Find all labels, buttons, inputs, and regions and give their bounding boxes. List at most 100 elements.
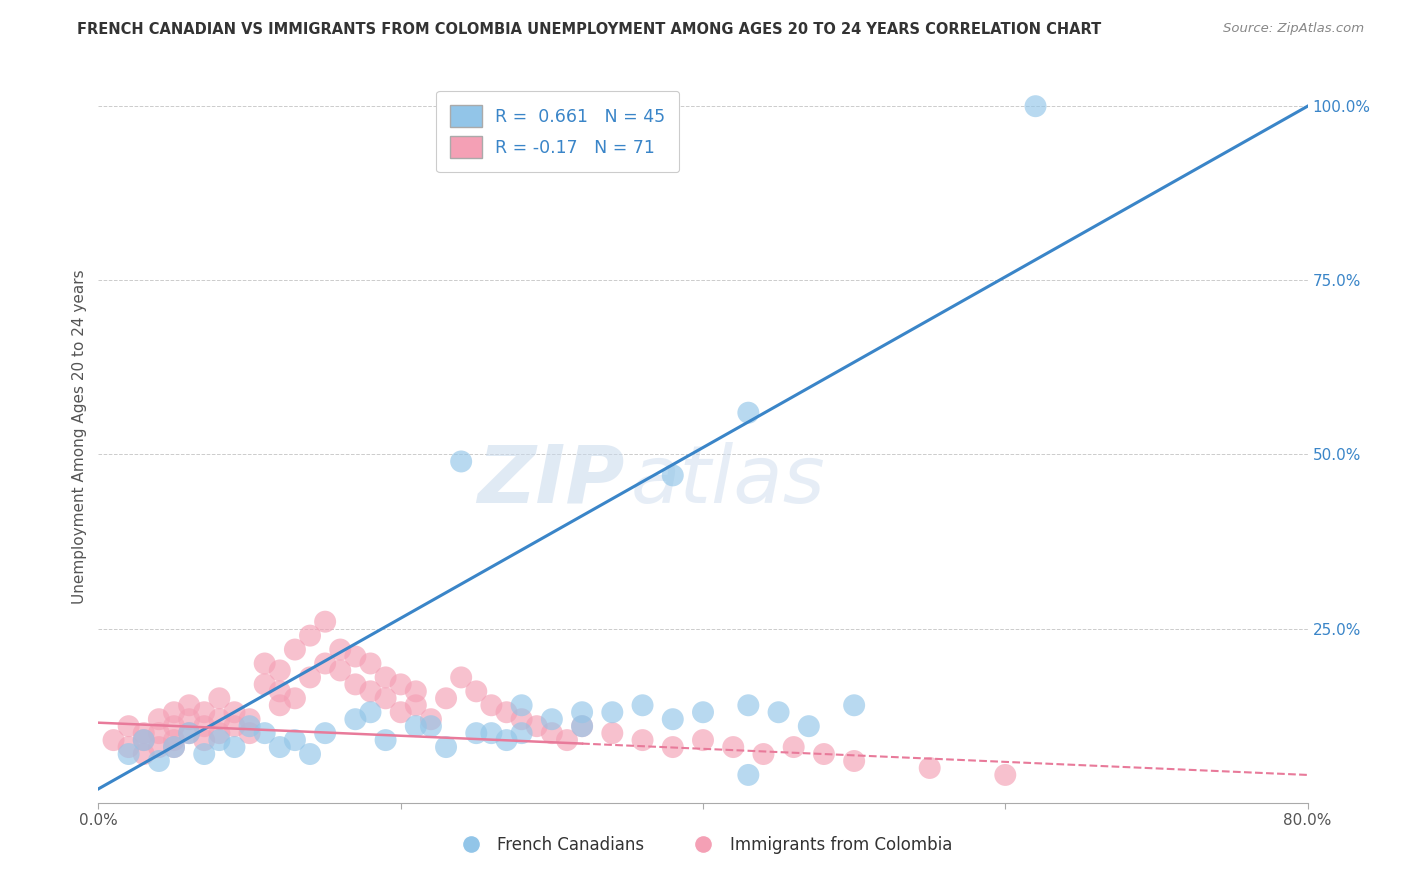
Point — [344, 712, 367, 726]
Point — [434, 740, 457, 755]
Text: ZIP: ZIP — [477, 442, 624, 520]
Point — [193, 733, 215, 747]
Point — [299, 670, 322, 684]
Point — [540, 712, 562, 726]
Point — [132, 733, 155, 747]
Point — [374, 670, 396, 684]
Point — [602, 726, 624, 740]
Point — [360, 684, 382, 698]
Text: atlas: atlas — [630, 442, 825, 520]
Point — [737, 406, 759, 420]
Point — [253, 677, 276, 691]
Point — [118, 719, 141, 733]
Point — [239, 726, 262, 740]
Point — [314, 657, 336, 671]
Point — [360, 705, 382, 719]
Point — [465, 726, 488, 740]
Point — [239, 712, 262, 726]
Point — [284, 642, 307, 657]
Point — [571, 705, 593, 719]
Point — [723, 740, 745, 755]
Point — [661, 468, 683, 483]
Point — [118, 740, 141, 755]
Point — [299, 629, 322, 643]
Point — [314, 615, 336, 629]
Point — [450, 454, 472, 468]
Point — [994, 768, 1017, 782]
Point — [389, 677, 412, 691]
Point — [918, 761, 941, 775]
Point — [495, 705, 517, 719]
Point — [602, 705, 624, 719]
Point — [540, 726, 562, 740]
Point — [510, 726, 533, 740]
Point — [163, 733, 186, 747]
Point — [163, 740, 186, 755]
Point — [481, 698, 503, 713]
Point — [844, 754, 866, 768]
Point — [737, 698, 759, 713]
Point — [163, 740, 186, 755]
Point — [465, 684, 488, 698]
Y-axis label: Unemployment Among Ages 20 to 24 years: Unemployment Among Ages 20 to 24 years — [72, 269, 87, 605]
Point — [420, 719, 443, 733]
Point — [510, 712, 533, 726]
Point — [269, 684, 291, 698]
Point — [224, 705, 246, 719]
Point — [344, 677, 367, 691]
Point — [118, 747, 141, 761]
Point — [526, 719, 548, 733]
Point — [179, 698, 201, 713]
Point — [405, 719, 427, 733]
Point — [631, 733, 654, 747]
Point — [783, 740, 806, 755]
Point — [314, 726, 336, 740]
Point — [329, 642, 352, 657]
Point — [374, 691, 396, 706]
Point — [269, 698, 291, 713]
Point — [103, 733, 125, 747]
Point — [405, 698, 427, 713]
Point — [813, 747, 835, 761]
Point — [253, 657, 276, 671]
Point — [434, 691, 457, 706]
Point — [510, 698, 533, 713]
Point — [132, 747, 155, 761]
Point — [253, 726, 276, 740]
Point — [239, 719, 262, 733]
Point — [737, 768, 759, 782]
Text: Source: ZipAtlas.com: Source: ZipAtlas.com — [1223, 22, 1364, 36]
Point — [148, 754, 170, 768]
Point — [768, 705, 790, 719]
Legend: French Canadians, Immigrants from Colombia: French Canadians, Immigrants from Colomb… — [447, 829, 959, 860]
Point — [148, 740, 170, 755]
Point — [374, 733, 396, 747]
Point — [844, 698, 866, 713]
Point — [752, 747, 775, 761]
Point — [193, 719, 215, 733]
Point — [389, 705, 412, 719]
Point — [163, 719, 186, 733]
Point — [208, 733, 231, 747]
Point — [329, 664, 352, 678]
Point — [179, 726, 201, 740]
Point — [193, 705, 215, 719]
Point — [179, 726, 201, 740]
Point — [132, 733, 155, 747]
Point — [420, 712, 443, 726]
Point — [208, 726, 231, 740]
Point — [555, 733, 578, 747]
Point — [193, 747, 215, 761]
Point — [450, 670, 472, 684]
Point — [179, 712, 201, 726]
Text: FRENCH CANADIAN VS IMMIGRANTS FROM COLOMBIA UNEMPLOYMENT AMONG AGES 20 TO 24 YEA: FRENCH CANADIAN VS IMMIGRANTS FROM COLOM… — [77, 22, 1101, 37]
Point — [148, 712, 170, 726]
Point — [132, 726, 155, 740]
Point — [495, 733, 517, 747]
Point — [284, 691, 307, 706]
Point — [631, 698, 654, 713]
Point — [344, 649, 367, 664]
Point — [661, 740, 683, 755]
Point — [1024, 99, 1046, 113]
Point — [148, 726, 170, 740]
